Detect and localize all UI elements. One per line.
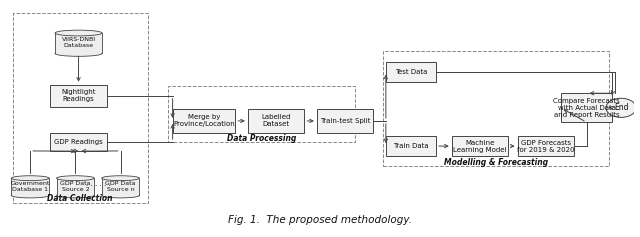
Ellipse shape xyxy=(102,193,140,198)
Text: GDP Data
Source n: GDP Data Source n xyxy=(106,181,136,191)
FancyBboxPatch shape xyxy=(452,136,508,156)
Ellipse shape xyxy=(56,193,94,198)
FancyBboxPatch shape xyxy=(317,109,373,133)
Text: VIIRS-DNBI
Database: VIIRS-DNBI Database xyxy=(61,37,95,48)
Text: Compare Forecasts
with Actual Data
and Report Results: Compare Forecasts with Actual Data and R… xyxy=(553,98,620,118)
Text: GDP Readings: GDP Readings xyxy=(54,139,103,145)
FancyBboxPatch shape xyxy=(561,93,612,123)
Text: GDP Data
Source 2: GDP Data Source 2 xyxy=(60,181,91,191)
Bar xyxy=(12,178,49,196)
FancyBboxPatch shape xyxy=(386,62,436,82)
Ellipse shape xyxy=(102,176,140,181)
Text: Test Data: Test Data xyxy=(395,68,427,75)
FancyBboxPatch shape xyxy=(518,136,574,156)
FancyBboxPatch shape xyxy=(51,133,107,151)
FancyBboxPatch shape xyxy=(173,109,236,133)
Text: Data Processing: Data Processing xyxy=(227,134,296,142)
Ellipse shape xyxy=(55,50,102,56)
Text: Labelled
Dataset: Labelled Dataset xyxy=(261,114,291,128)
Text: Fig. 1.  The proposed methodology.: Fig. 1. The proposed methodology. xyxy=(228,215,412,225)
FancyBboxPatch shape xyxy=(51,85,107,107)
Ellipse shape xyxy=(606,98,636,117)
Text: GDP Forecasts
for 2019 & 2020: GDP Forecasts for 2019 & 2020 xyxy=(517,140,575,153)
Text: End: End xyxy=(614,103,628,112)
Text: Government
Database 1: Government Database 1 xyxy=(10,181,50,191)
Ellipse shape xyxy=(55,30,102,36)
Ellipse shape xyxy=(12,176,49,181)
Text: Data Collection: Data Collection xyxy=(47,194,113,203)
Text: Merge by
Province/Location: Merge by Province/Location xyxy=(173,114,235,128)
Ellipse shape xyxy=(56,176,94,181)
Text: Train Data: Train Data xyxy=(393,143,429,149)
Text: Modelling & Forecasting: Modelling & Forecasting xyxy=(444,158,548,167)
Ellipse shape xyxy=(12,193,49,198)
FancyBboxPatch shape xyxy=(386,136,436,156)
FancyBboxPatch shape xyxy=(248,109,305,133)
Text: Machine
Learning Model: Machine Learning Model xyxy=(453,140,507,153)
Bar xyxy=(56,178,94,196)
Text: . . . . . .: . . . . . . xyxy=(86,181,110,187)
Text: Train-test Split: Train-test Split xyxy=(320,118,371,124)
Text: Nightlight
Readings: Nightlight Readings xyxy=(61,89,96,102)
Bar xyxy=(55,33,102,54)
Bar xyxy=(102,178,140,196)
